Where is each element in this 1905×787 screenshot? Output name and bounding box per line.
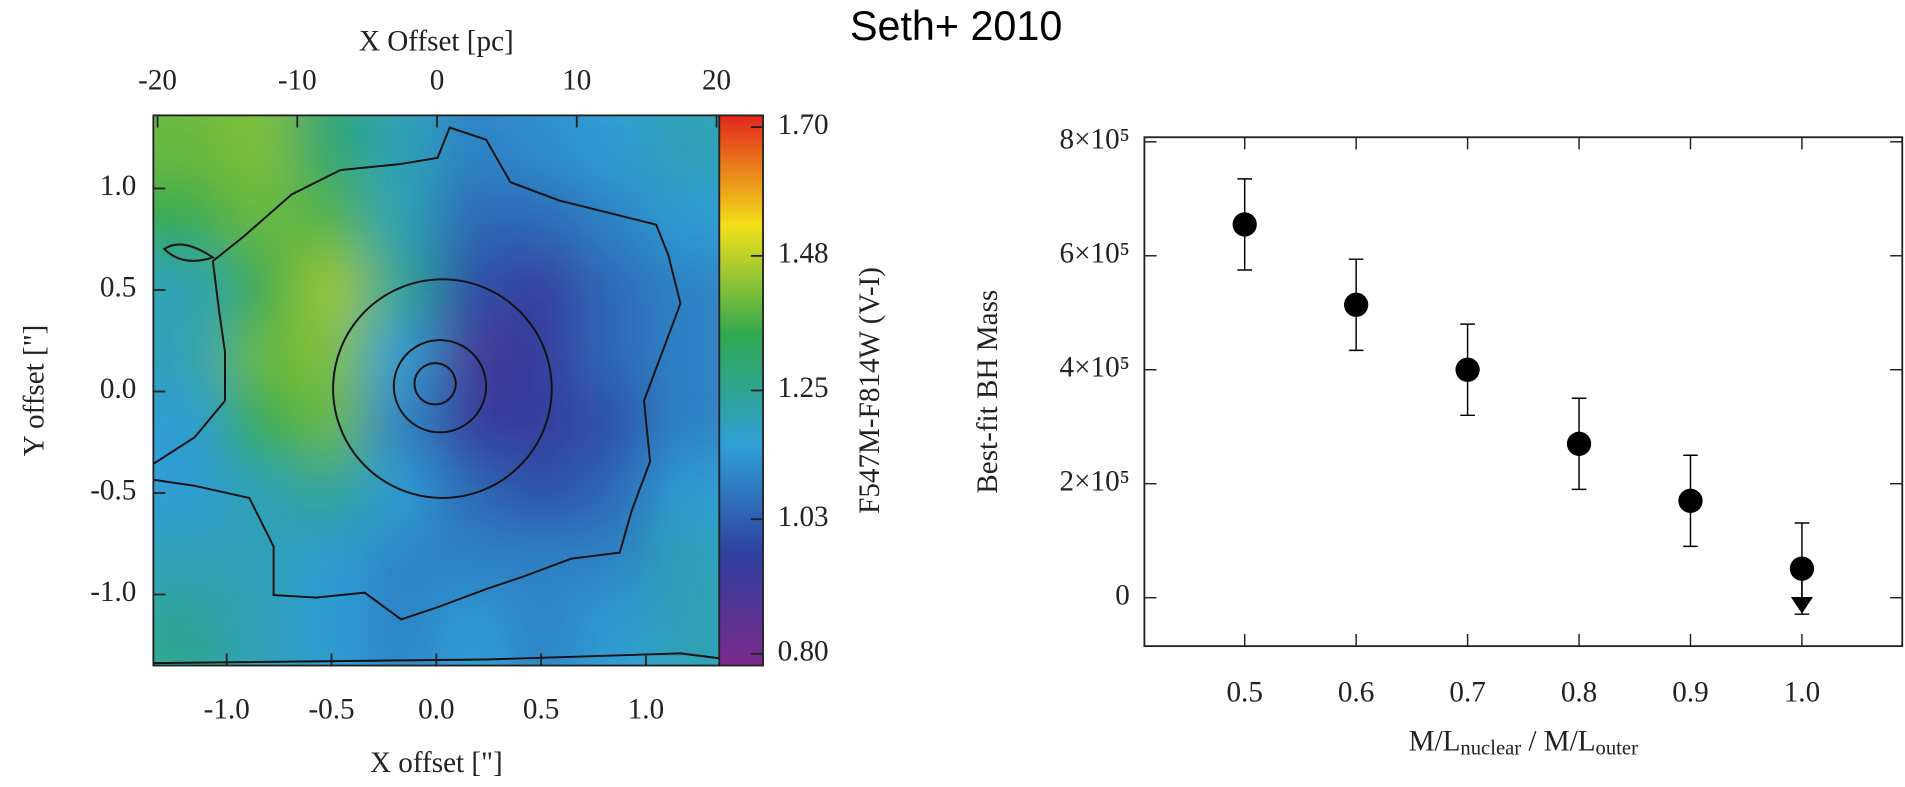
heat-cell <box>366 459 437 528</box>
heat-cell <box>507 528 578 597</box>
x-tick-label: 0.5 <box>523 693 559 725</box>
colorbar-tick-label: 1.03 <box>778 501 829 533</box>
heat-cell <box>436 67 507 185</box>
heat-cell <box>295 459 366 528</box>
x2-tick-label: -10 <box>278 64 317 96</box>
heat-cell <box>295 322 366 391</box>
x-tick-label: 1.0 <box>1784 676 1820 708</box>
y-tick-label: 0.0 <box>100 373 136 405</box>
heat-cell <box>578 390 649 459</box>
y-tick-label: 6×10⁵ <box>1060 237 1130 269</box>
colorbar-tick-label: 1.25 <box>778 372 829 404</box>
x-tick-label: 0.0 <box>418 693 454 725</box>
x-tick-label: -0.5 <box>308 693 354 725</box>
point <box>1567 432 1591 456</box>
heat-cell <box>366 322 437 391</box>
heat-cell <box>295 184 366 253</box>
x-axis-label-part: / M/L <box>1521 725 1595 757</box>
x-tick-label: 0.6 <box>1338 676 1374 708</box>
x-axis-label-part: outer <box>1596 737 1639 759</box>
heat-cell <box>578 253 649 322</box>
heatmap <box>105 67 769 715</box>
heat-cell <box>507 253 578 322</box>
heat-cell <box>224 253 295 322</box>
colorbar-tick-label: 0.80 <box>778 636 829 668</box>
x-tick-label: 0.5 <box>1226 676 1262 708</box>
x-tick-label: 0.7 <box>1449 676 1485 708</box>
point <box>1344 293 1368 317</box>
heat-cell <box>507 390 578 459</box>
y-tick-label: 4×10⁵ <box>1060 351 1130 383</box>
heat-cell <box>436 253 507 322</box>
page-title: Seth+ 2010 <box>850 3 1062 49</box>
x-tick-label: 1.0 <box>628 693 664 725</box>
x-axis-label-part: M/L <box>1409 725 1461 757</box>
x-tick-label: -1.0 <box>204 693 250 725</box>
heat-cell <box>507 322 578 391</box>
x2-tick-label: -20 <box>138 64 177 96</box>
point <box>1455 358 1479 382</box>
y-tick-label: 8×10⁵ <box>1060 123 1130 155</box>
point <box>1233 212 1257 236</box>
y-axis-label: Best-fit BH Mass <box>972 290 1004 494</box>
y-tick-label: -1.0 <box>90 576 136 608</box>
heat-cell <box>295 253 366 322</box>
heat-cell <box>578 322 649 391</box>
colorbar-label: F547M-F814W (V-I) <box>854 267 886 514</box>
colorbar-tick-label: 1.70 <box>778 109 829 141</box>
x2-axis-label: X Offset [pc] <box>359 25 514 57</box>
heat-cell <box>224 322 295 391</box>
y-tick-label: 1.0 <box>100 170 136 202</box>
x-axis-label-part: nuclear <box>1460 737 1521 759</box>
y-axis-label: Y offset ["] <box>18 325 50 457</box>
colorbar-tick-label: 1.48 <box>778 238 829 270</box>
heat-cell <box>366 390 437 459</box>
heat-cell <box>366 528 437 597</box>
heat-cell <box>436 184 507 253</box>
x-axis-label: M/Lnuclear / M/Louter <box>1409 725 1638 759</box>
heat-cell <box>436 528 507 597</box>
heat-cell <box>224 390 295 459</box>
heat-cell <box>578 184 649 253</box>
plot-frame <box>1144 137 1902 646</box>
y-tick-label: -0.5 <box>90 475 136 507</box>
x2-tick-label: 0 <box>430 64 445 96</box>
x-tick-label: 0.9 <box>1672 676 1708 708</box>
heat-cell <box>295 528 366 597</box>
x2-tick-label: 10 <box>562 64 591 96</box>
y-tick-label: 0 <box>1115 579 1130 611</box>
x-tick-label: 0.8 <box>1561 676 1597 708</box>
point <box>1678 489 1702 513</box>
heat-cell <box>295 390 366 459</box>
heat-cell <box>366 184 437 253</box>
y-tick-label: 2×10⁵ <box>1060 465 1130 497</box>
heat-cell <box>224 528 295 597</box>
page: Seth+ 2010 -1.0 -0.5 0.0 0.5 1.0 -1.0 -0.5 0.0 0… <box>0 0 1905 787</box>
y-tick-label: 0.5 <box>100 272 136 304</box>
heat-cell <box>507 459 578 528</box>
heat-cell <box>436 322 507 391</box>
x2-tick-label: 20 <box>702 64 731 96</box>
heat-cell <box>578 528 649 597</box>
x-axis-label: X offset ["] <box>370 747 503 779</box>
